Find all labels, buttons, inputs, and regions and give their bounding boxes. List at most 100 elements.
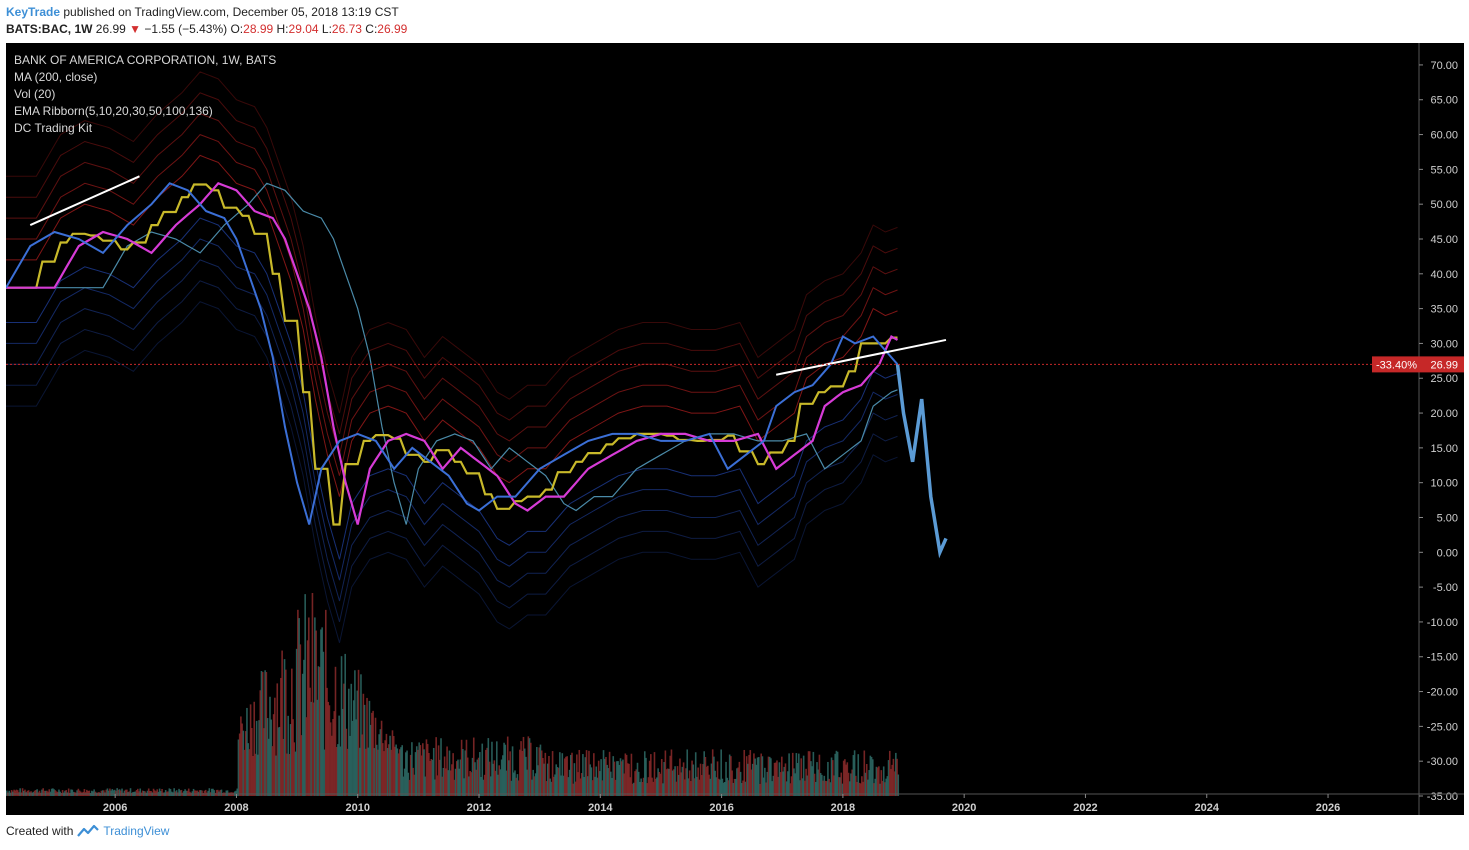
chart-area[interactable]: 70.00 65.00 60.00 55.00 50.00 45.00 40.00 35.00…	[6, 43, 1464, 815]
tradingview-logo-icon[interactable]	[77, 824, 100, 838]
volume-bar	[506, 736, 509, 796]
volume-bar	[603, 758, 606, 796]
volume-bar	[105, 789, 108, 796]
volume-bar	[751, 763, 754, 796]
volume-bar	[93, 789, 95, 796]
legend-ma[interactable]: MA (200, close)	[14, 70, 98, 84]
volume-bar	[498, 765, 501, 796]
volume-bar	[449, 770, 452, 796]
volume-bar	[637, 771, 640, 796]
volume-bar	[178, 788, 180, 796]
volume-bar	[779, 772, 782, 796]
volume-bar	[680, 772, 682, 796]
volume-bar	[662, 783, 664, 796]
volume-bar	[504, 744, 507, 796]
volume-bar	[492, 763, 494, 796]
volume-bar	[757, 757, 760, 796]
volume-bar	[588, 750, 590, 796]
volume-bar	[351, 720, 354, 796]
volume-bar	[65, 790, 68, 796]
volume-bar	[633, 782, 635, 796]
volume-bar	[381, 743, 384, 796]
volume-bar	[293, 742, 296, 796]
price-chart[interactable]: 70.00 65.00 60.00 55.00 50.00 45.00 40.00 35.00…	[6, 43, 1464, 815]
y-tick-label: 45.00	[1430, 234, 1458, 246]
volume-bar	[434, 779, 436, 796]
volume-bar	[460, 739, 463, 796]
volume-bar	[890, 769, 892, 796]
volume-bar	[709, 778, 712, 796]
volume-bar	[578, 749, 581, 796]
created-with-label: Created with	[6, 824, 74, 838]
volume-bar	[361, 734, 363, 796]
low-label: L:	[321, 22, 332, 36]
volume-bar	[526, 769, 528, 796]
legend-title: BANK OF AMERICA CORPORATION, 1W, BATS	[14, 53, 277, 67]
x-tick-label: 2020	[952, 802, 976, 814]
volume-bar	[83, 789, 86, 796]
volume-bar	[827, 761, 829, 796]
volume-bar	[440, 738, 442, 796]
volume-bar	[625, 754, 628, 796]
volume-bar	[761, 756, 764, 796]
volume-bar	[345, 728, 348, 796]
volume-bar	[499, 769, 502, 796]
volume-bar	[536, 747, 538, 796]
volume-bar	[337, 744, 339, 796]
chart-header: KeyTrade published on TradingView.com, D…	[6, 4, 407, 38]
volume-bar	[328, 705, 331, 796]
volume-bar	[716, 761, 719, 796]
volume-bar	[737, 767, 739, 796]
volume-bar	[654, 778, 657, 796]
volume-bar	[153, 790, 156, 796]
volume-bar	[671, 770, 674, 796]
volume-bar	[322, 651, 325, 796]
tradingview-brand[interactable]: TradingView	[103, 824, 170, 838]
volume-bar	[569, 754, 572, 796]
volume-bar	[184, 789, 186, 796]
volume-bar	[358, 747, 361, 796]
volume-bar	[254, 753, 257, 796]
volume-bar	[847, 772, 850, 796]
volume-bar	[424, 776, 427, 796]
indicator-legend: BANK OF AMERICA CORPORATION, 1W, BATS MA…	[14, 52, 276, 137]
volume-bar	[129, 788, 132, 796]
y-tick-label: -10.00	[1427, 617, 1458, 629]
volume-bar	[753, 753, 755, 796]
last-price: 26.99	[95, 22, 126, 36]
volume-bar	[531, 779, 533, 796]
legend-dc[interactable]: DC Trading Kit	[14, 121, 93, 135]
volume-bar	[767, 756, 770, 796]
ma-200-line	[6, 182, 898, 525]
author-link[interactable]: KeyTrade	[6, 5, 61, 19]
legend-vol[interactable]: Vol (20)	[14, 87, 56, 101]
volume-bar	[111, 789, 114, 796]
volume-bar	[447, 770, 450, 796]
volume-bar	[892, 758, 895, 796]
volume-bar	[782, 771, 784, 796]
volume-bar	[275, 755, 277, 796]
volume-bar	[419, 745, 422, 796]
volume-bar	[804, 780, 806, 796]
volume-bar	[733, 778, 736, 796]
volume-bar	[817, 769, 820, 796]
volume-bar	[537, 765, 539, 796]
high-value: 29.04	[288, 22, 319, 36]
volume-bar	[257, 754, 259, 796]
volume-bar	[572, 783, 575, 796]
volume-bar	[602, 750, 605, 796]
volume-bar	[418, 742, 420, 796]
volume-bar	[814, 781, 817, 796]
volume-bar	[520, 741, 522, 796]
volume-bar	[377, 749, 379, 796]
volume-bar	[556, 767, 559, 796]
volume-bar	[623, 773, 625, 796]
volume-bar	[442, 767, 445, 796]
legend-ema[interactable]: EMA Ribborn(5,10,20,30,50,100,136)	[14, 104, 213, 118]
volume-bar	[173, 788, 175, 796]
volume-bar	[208, 788, 211, 796]
volume-bar	[438, 759, 441, 796]
x-tick-label: 2018	[831, 802, 855, 814]
volume-bar	[802, 755, 805, 796]
volume-bar	[113, 789, 116, 796]
